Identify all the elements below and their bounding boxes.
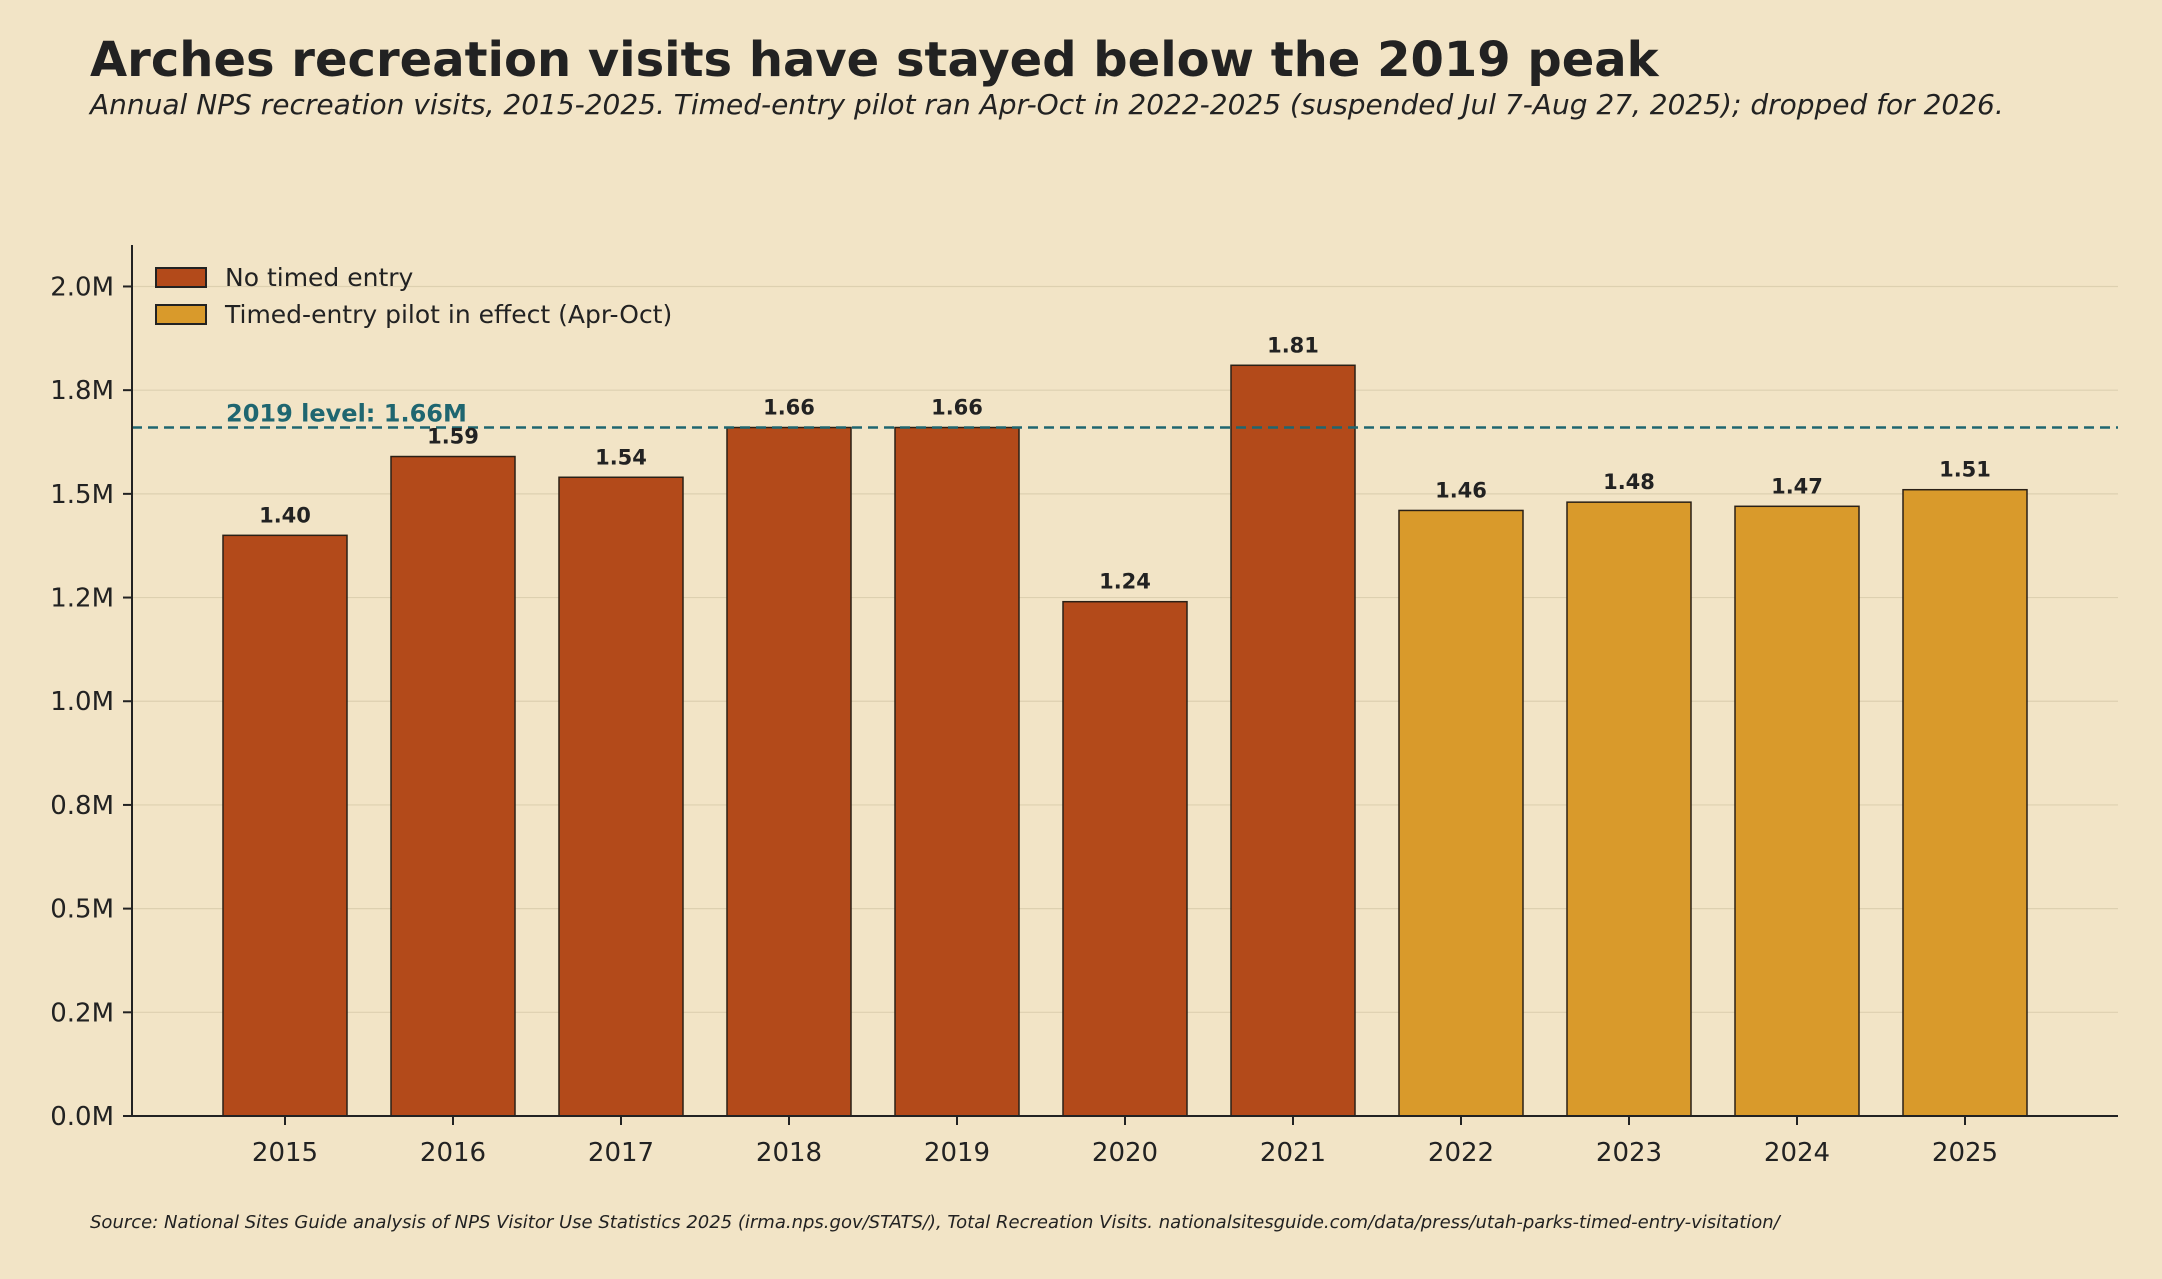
reference-line-group: 2019 level: 1.66M bbox=[132, 399, 2118, 429]
y-tick-label: 1.8M bbox=[50, 376, 114, 406]
y-tick-label: 1.5M bbox=[50, 480, 114, 510]
y-tick-label: 0.8M bbox=[50, 791, 114, 821]
bar-2021 bbox=[1230, 364, 1356, 1117]
x-tick-label: 2019 bbox=[924, 1138, 990, 1168]
data-label-2021: 1.81 bbox=[1267, 333, 1319, 357]
data-labels: 1.40 1.59 1.54 1.66 1.66 1.24 1.81 1.46 1.48 1.47… bbox=[259, 333, 1991, 593]
data-label-2024: 1.47 bbox=[1771, 474, 1823, 498]
x-tick-label: 2018 bbox=[756, 1138, 822, 1168]
data-label-2020: 1.24 bbox=[1099, 570, 1151, 594]
y-tick-label: 1.0M bbox=[50, 687, 114, 717]
x-tick-label: 2017 bbox=[588, 1138, 654, 1168]
chart-subtitle: Annual NPS recreation visits, 2015-2025.… bbox=[90, 88, 2004, 121]
x-tick-label: 2023 bbox=[1596, 1138, 1662, 1168]
data-label-2015: 1.40 bbox=[259, 503, 311, 527]
bar-2022 bbox=[1398, 509, 1524, 1117]
data-label-2017: 1.54 bbox=[595, 445, 647, 469]
chart-title: Arches recreation visits have stayed bel… bbox=[90, 32, 1659, 88]
bars bbox=[222, 364, 2028, 1117]
bar-2024 bbox=[1734, 505, 1860, 1117]
y-axis-ticks: 0.0M 0.2M 0.5M 0.8M 1.0M 1.2M 1.5M 1.8M 2.0M bbox=[50, 272, 132, 1132]
legend-label-timed-entry: Timed-entry pilot in effect (Apr-Oct) bbox=[224, 300, 672, 329]
reference-line-label: 2019 level: 1.66M bbox=[226, 399, 467, 427]
legend-swatch-timed-entry bbox=[155, 304, 207, 325]
data-label-2025: 1.51 bbox=[1939, 458, 1991, 482]
x-tick-label: 2021 bbox=[1260, 1138, 1326, 1168]
bar-2017 bbox=[558, 476, 684, 1117]
legend: No timed entry Timed-entry pilot in effe… bbox=[155, 263, 672, 329]
y-tick-label: 0.5M bbox=[50, 895, 114, 925]
legend-swatch-no-timed-entry bbox=[155, 267, 207, 288]
data-label-2023: 1.48 bbox=[1603, 470, 1655, 494]
y-tick-label: 2.0M bbox=[50, 272, 114, 302]
x-tick-label: 2024 bbox=[1764, 1138, 1830, 1168]
data-label-2019: 1.66 bbox=[931, 395, 983, 419]
bar-2020 bbox=[1062, 600, 1188, 1117]
data-label-2018: 1.66 bbox=[763, 395, 815, 419]
bar-2019 bbox=[894, 426, 1020, 1117]
x-tick-label: 2020 bbox=[1092, 1138, 1158, 1168]
bar-2025 bbox=[1902, 488, 2028, 1117]
legend-label-no-timed-entry: No timed entry bbox=[225, 263, 414, 292]
y-tick-label: 0.2M bbox=[50, 998, 114, 1028]
x-tick-label: 2016 bbox=[420, 1138, 486, 1168]
x-tick-label: 2022 bbox=[1428, 1138, 1494, 1168]
x-tick-label: 2015 bbox=[252, 1138, 318, 1168]
source-note: Source: National Sites Guide analysis of… bbox=[90, 1212, 1780, 1233]
bar-2023 bbox=[1566, 501, 1692, 1117]
bar-2018 bbox=[726, 426, 852, 1117]
y-tick-label: 1.2M bbox=[50, 584, 114, 614]
bar-2016 bbox=[390, 455, 516, 1117]
y-tick-label: 0.0M bbox=[50, 1102, 114, 1132]
x-tick-label: 2025 bbox=[1932, 1138, 1998, 1168]
bar-2015 bbox=[222, 534, 348, 1117]
x-axis-ticks: 2015 2016 2017 2018 2019 2020 2021 2022 2023 2024… bbox=[252, 1116, 1998, 1168]
data-label-2016: 1.59 bbox=[427, 425, 479, 449]
data-label-2022: 1.46 bbox=[1435, 478, 1487, 502]
